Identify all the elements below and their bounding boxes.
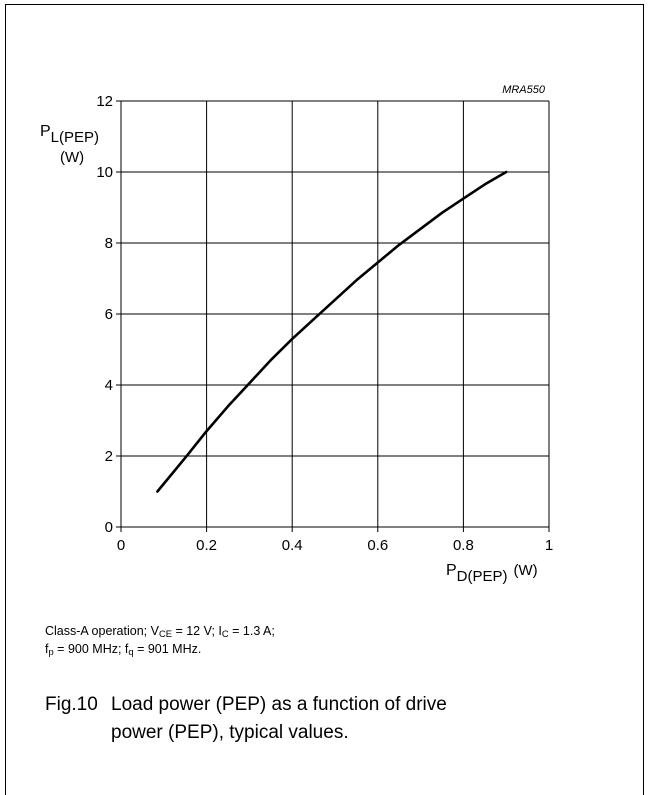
- y-tick-label: 0: [105, 519, 113, 536]
- load-power-curve: [156, 170, 508, 493]
- y-tick-label: 12: [96, 93, 113, 110]
- figure-frame: [5, 4, 644, 795]
- x-tick-label: 0.6: [367, 537, 388, 554]
- ref-code: MRA550: [502, 84, 546, 96]
- test-conditions: Class-A operation; VCE = 12 V; IC = 1.3 …: [45, 622, 275, 658]
- notes-line-2: fp = 900 MHz; fq = 901 MHz.: [45, 642, 202, 657]
- y-tick-label: 6: [105, 306, 113, 323]
- figure-number: Fig.10: [45, 694, 98, 715]
- caption-line-2: power (PEP), typical values.: [111, 722, 349, 743]
- grid: [116, 100, 550, 532]
- x-tick-label: 0.2: [196, 537, 217, 554]
- caption-line-1: Load power (PEP) as a function of drive: [111, 694, 447, 715]
- y-tick-label: 4: [105, 377, 113, 394]
- notes-line-1: Class-A operation; VCE = 12 V; IC = 1.3 …: [45, 624, 275, 639]
- y-tick-label: 8: [105, 235, 113, 252]
- y-axis-unit: (W): [60, 149, 84, 166]
- y-axis-label: PL(PEP): [40, 123, 99, 146]
- y-tick-label: 10: [96, 164, 113, 181]
- x-tick-label: 0.4: [282, 537, 303, 554]
- x-axis-label: PD(PEP) (W): [446, 562, 538, 585]
- figure-caption: Fig.10 Load power (PEP) as a function of …: [45, 691, 447, 747]
- y-tick-label: 2: [105, 448, 113, 465]
- x-tick-label: 0: [117, 537, 125, 554]
- x-tick-label: 1: [545, 537, 553, 554]
- x-tick-label: 0.8: [453, 537, 474, 554]
